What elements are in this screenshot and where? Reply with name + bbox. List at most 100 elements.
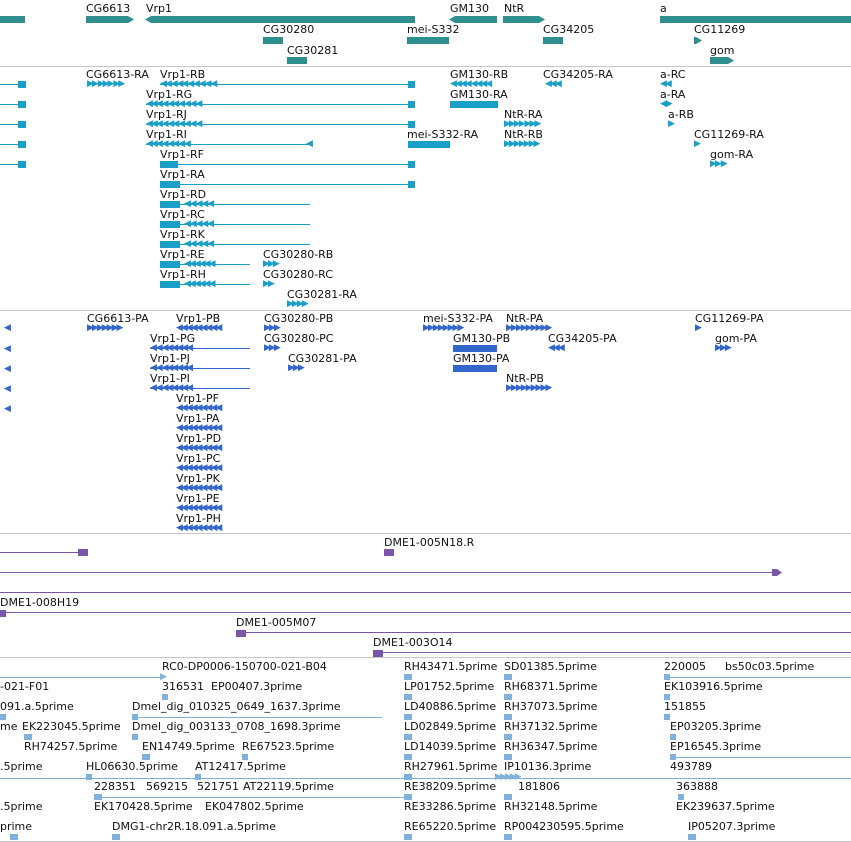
transcript-line[interactable] <box>0 124 26 125</box>
est-exon[interactable] <box>242 754 248 760</box>
transcript-line[interactable] <box>146 104 415 105</box>
est-exon[interactable] <box>404 834 412 840</box>
gene-bar-cg30280[interactable] <box>263 37 283 44</box>
est-line[interactable] <box>664 677 851 678</box>
transcript-exon[interactable] <box>160 161 178 168</box>
gene-bar-cg30281[interactable] <box>287 57 307 64</box>
est-feature[interactable]: ▶▶▶▶▶ <box>495 772 522 782</box>
peptide-feature[interactable]: ◀◀◀◀◀◀◀◀◀ <box>176 403 222 413</box>
peptide-feature[interactable]: ◀◀◀◀◀◀◀◀◀ <box>176 423 222 433</box>
peptide-line[interactable] <box>150 388 250 389</box>
transcript-line[interactable] <box>0 164 26 165</box>
transcript-feature[interactable]: ◀◀◀ ◀ ◀◀ ◀ ◀ <box>146 139 191 149</box>
peptide-feature[interactable]: ◀ <box>4 344 11 354</box>
est-exon[interactable] <box>86 774 92 780</box>
transcript-exon[interactable] <box>450 101 498 108</box>
est-exon[interactable] <box>504 734 512 740</box>
peptide-feature[interactable]: ◀ <box>4 404 11 414</box>
peptide-feature[interactable]: ▶▶▶ <box>288 363 305 373</box>
est-exon[interactable] <box>195 774 201 780</box>
gene-bar-cg6613[interactable] <box>86 16 134 23</box>
transcript-feature[interactable]: ◀◀◀ ◀ ◀◀ ◀ ◀ ◀ ◀ <box>146 119 202 129</box>
est-feature[interactable]: ▶ <box>160 672 167 682</box>
peptide-feature[interactable]: ◀ ◀ ◀◀◀◀◀◀ <box>150 363 193 373</box>
transcript-line[interactable] <box>146 144 311 145</box>
est-exon[interactable] <box>404 694 412 700</box>
transcript-line[interactable] <box>160 184 415 185</box>
transcript-feature[interactable]: ◀◀◀ ◀ ◀◀ ◀ ◀ ◀ ◀ <box>146 99 202 109</box>
transcript-exon[interactable] <box>160 261 180 268</box>
gene-bar-left-edge[interactable] <box>0 16 25 23</box>
peptide-exon[interactable] <box>453 345 497 352</box>
clone-exon[interactable] <box>236 630 246 637</box>
transcript-feature[interactable]: ◀◀◀◀◀◀ <box>184 279 216 289</box>
est-exon[interactable] <box>162 694 168 700</box>
transcript-exon[interactable] <box>408 141 450 148</box>
peptide-feature[interactable]: ◀ <box>4 364 11 374</box>
peptide-feature[interactable]: ▶▶▶ <box>264 343 281 353</box>
clone-exon[interactable] <box>384 549 394 556</box>
peptide-feature[interactable]: ▶▶▶▶▶▶▶▶▶ <box>506 383 552 393</box>
transcript-line[interactable] <box>160 244 310 245</box>
est-exon[interactable] <box>504 794 512 800</box>
peptide-feature[interactable]: ◀ ◀ ◀◀◀◀◀◀ <box>150 383 193 393</box>
clone-exon[interactable] <box>373 650 383 657</box>
est-exon[interactable] <box>504 714 512 720</box>
clone-exon[interactable] <box>772 569 782 576</box>
peptide-exon[interactable] <box>453 365 497 372</box>
gene-bar-vrp1[interactable] <box>145 16 415 23</box>
transcript-feature[interactable]: ▶▶▶ <box>263 259 280 269</box>
gene-bar-ntr[interactable] <box>503 16 545 23</box>
transcript-exon[interactable] <box>160 201 180 208</box>
transcript-feature[interactable]: ▶▶▶▶▶▶▶ <box>504 139 540 149</box>
transcript-exon[interactable] <box>18 81 26 88</box>
transcript-feature[interactable]: ▶▶ <box>263 279 275 289</box>
est-exon[interactable] <box>10 834 18 840</box>
transcript-exon[interactable] <box>408 81 415 88</box>
transcript-feature[interactable]: ◀ <box>306 139 313 149</box>
transcript-exon[interactable] <box>18 161 26 168</box>
est-exon[interactable] <box>504 834 512 840</box>
peptide-feature[interactable]: ◀ <box>4 323 11 333</box>
est-line[interactable] <box>0 677 165 678</box>
clone-line[interactable] <box>0 612 851 613</box>
transcript-feature[interactable]: ▶ <box>668 119 675 129</box>
est-exon[interactable] <box>504 694 512 700</box>
gene-bar-a[interactable] <box>660 16 851 23</box>
transcript-exon[interactable] <box>160 221 180 228</box>
clone-exon[interactable] <box>78 549 88 556</box>
est-exon[interactable] <box>404 754 412 760</box>
peptide-feature[interactable]: ◀◀◀◀◀◀◀◀◀ <box>176 483 222 493</box>
transcript-exon[interactable] <box>160 181 180 188</box>
est-line[interactable] <box>670 757 851 758</box>
transcript-exon[interactable] <box>408 101 415 108</box>
transcript-feature[interactable]: ◀◀◀◀ ◀◀◀◀ <box>450 79 492 89</box>
est-exon[interactable] <box>678 794 684 800</box>
peptide-feature[interactable]: ◀◀◀ <box>548 343 565 353</box>
transcript-exon[interactable] <box>408 121 415 128</box>
peptide-feature[interactable]: ▶▶▶▶▶▶▶▶▶ <box>506 323 552 333</box>
peptide-feature[interactable]: ▶▶▶▶▶▶▶ <box>87 323 123 333</box>
est-exon[interactable] <box>404 674 412 680</box>
gene-bar-gm130[interactable] <box>449 16 497 23</box>
transcript-line[interactable] <box>160 204 310 205</box>
transcript-feature[interactable]: ▶▶▶▶ ▶▶▶ <box>504 119 541 129</box>
peptide-feature[interactable]: ◀◀◀◀◀◀◀◀◀ <box>176 523 222 533</box>
gene-bar-gom[interactable] <box>710 57 734 64</box>
peptide-line[interactable] <box>150 348 250 349</box>
est-exon[interactable] <box>688 834 696 840</box>
peptide-feature[interactable]: ◀◀◀◀◀◀◀◀◀ <box>176 503 222 513</box>
peptide-feature[interactable]: ◀◀◀◀◀◀◀◀◀ <box>176 463 222 473</box>
transcript-exon[interactable] <box>18 101 26 108</box>
clone-line[interactable] <box>373 652 851 653</box>
transcript-feature[interactable]: ◀ ◀ ◀ ◀ ◀ <box>184 199 214 209</box>
transcript-exon[interactable] <box>160 241 180 248</box>
transcript-feature[interactable]: ◀ ▶ <box>660 99 673 109</box>
est-exon[interactable] <box>142 754 150 760</box>
clone-line[interactable] <box>0 592 851 593</box>
est-line[interactable] <box>0 778 851 779</box>
est-exon[interactable] <box>404 714 412 720</box>
transcript-feature[interactable]: ◀◀ ◀ ◀◀ ◀ ◀ ◀ ◀ ◀ <box>160 79 217 89</box>
transcript-line[interactable] <box>0 144 26 145</box>
transcript-feature[interactable]: ◀◀◀ <box>545 79 562 89</box>
